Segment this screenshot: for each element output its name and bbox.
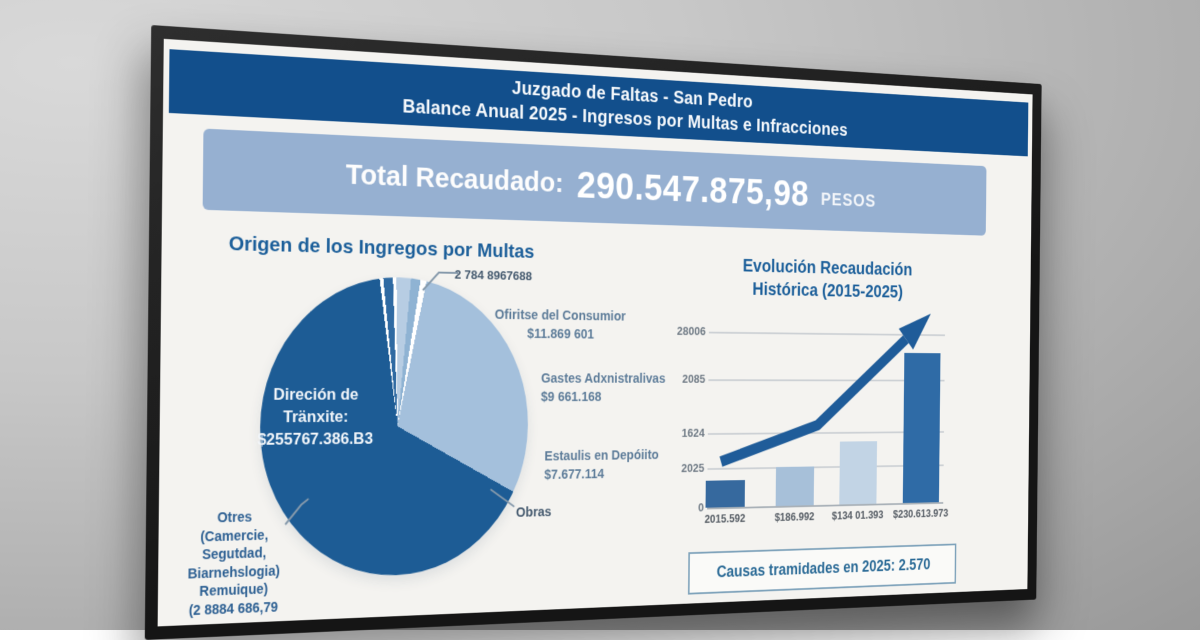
- total-value: 290.547.875,98: [577, 163, 809, 215]
- x-axis-label: $134 01.393: [824, 508, 891, 522]
- pie-center-label: Direción de Tränxite: $255767.386.B3: [217, 383, 411, 451]
- pie-label-gastos-name: Gastes Adxnistralivas: [541, 370, 666, 389]
- bar: [839, 441, 877, 504]
- pie-label-gastos-value: $9 661.168: [541, 388, 666, 407]
- total-label: Total Recaudado:: [346, 159, 564, 200]
- bar: [776, 466, 815, 506]
- causas-box: Causas tramidades en 2025: 2.570: [688, 544, 956, 595]
- presentation-board: Juzgado de Faltas - San Pedro Balance An…: [145, 25, 1042, 640]
- pie-label-otros: Otres (Camercie, Segutdad, Biarnehslogia…: [158, 506, 311, 620]
- pie-label-otros-line3: Segutdad, Biarnehslogia): [158, 542, 310, 583]
- total-unit: PESOS: [821, 179, 876, 212]
- pie-label-consumidor-name: Ofiritse del Consumior: [489, 306, 632, 327]
- pie-center-line2: Tränxite:: [218, 405, 411, 428]
- bar: [706, 480, 745, 508]
- x-axis-label: 2015.592: [689, 512, 760, 526]
- board-frame: Juzgado de Faltas - San Pedro Balance An…: [145, 25, 1042, 640]
- evolution-title: Evolución Recaudación Histórica (2015-20…: [705, 253, 946, 304]
- gridline: [709, 332, 945, 337]
- x-axis-label: $186.992: [760, 510, 829, 524]
- pie-label-estadias-value: $7.677.114: [544, 464, 658, 484]
- pie-callout-label: 2 784 8967688: [455, 265, 533, 285]
- pie-label-consumidor-value: $11.869 601: [489, 324, 632, 344]
- y-axis-tick: 28006: [669, 324, 706, 338]
- pie-label-estadias-name: Estaulis en Depóiito: [544, 446, 658, 466]
- y-axis-tick: 1624: [668, 426, 705, 440]
- pie-center-line1: Direción de: [218, 383, 411, 406]
- y-axis-tick: 2025: [668, 461, 705, 475]
- x-axis-label: $230.613.973: [888, 507, 953, 521]
- bar-chart: 28006 2085 1624 2025 0 2015.592 $186.992…: [677, 304, 951, 539]
- pie-label-gastos: Gastes Adxnistralivas $9 661.168: [541, 370, 666, 407]
- pie-label-obras: Obras: [516, 503, 552, 522]
- bar: [903, 353, 941, 503]
- causas-text: Causas tramidades en 2025: 2.570: [717, 555, 931, 581]
- pie-label-consumidor: Ofiritse del Consumior $11.869 601: [489, 306, 632, 345]
- y-axis-tick: 2085: [669, 372, 706, 386]
- pie-label-estadias: Estaulis en Depóiito $7.677.114: [544, 446, 659, 484]
- pie-section-title: Origen de los Ingregos por Multas: [191, 231, 568, 264]
- pie-center-line3: $255767.386.B3: [217, 427, 410, 451]
- slide: Juzgado de Faltas - San Pedro Balance An…: [158, 39, 1033, 627]
